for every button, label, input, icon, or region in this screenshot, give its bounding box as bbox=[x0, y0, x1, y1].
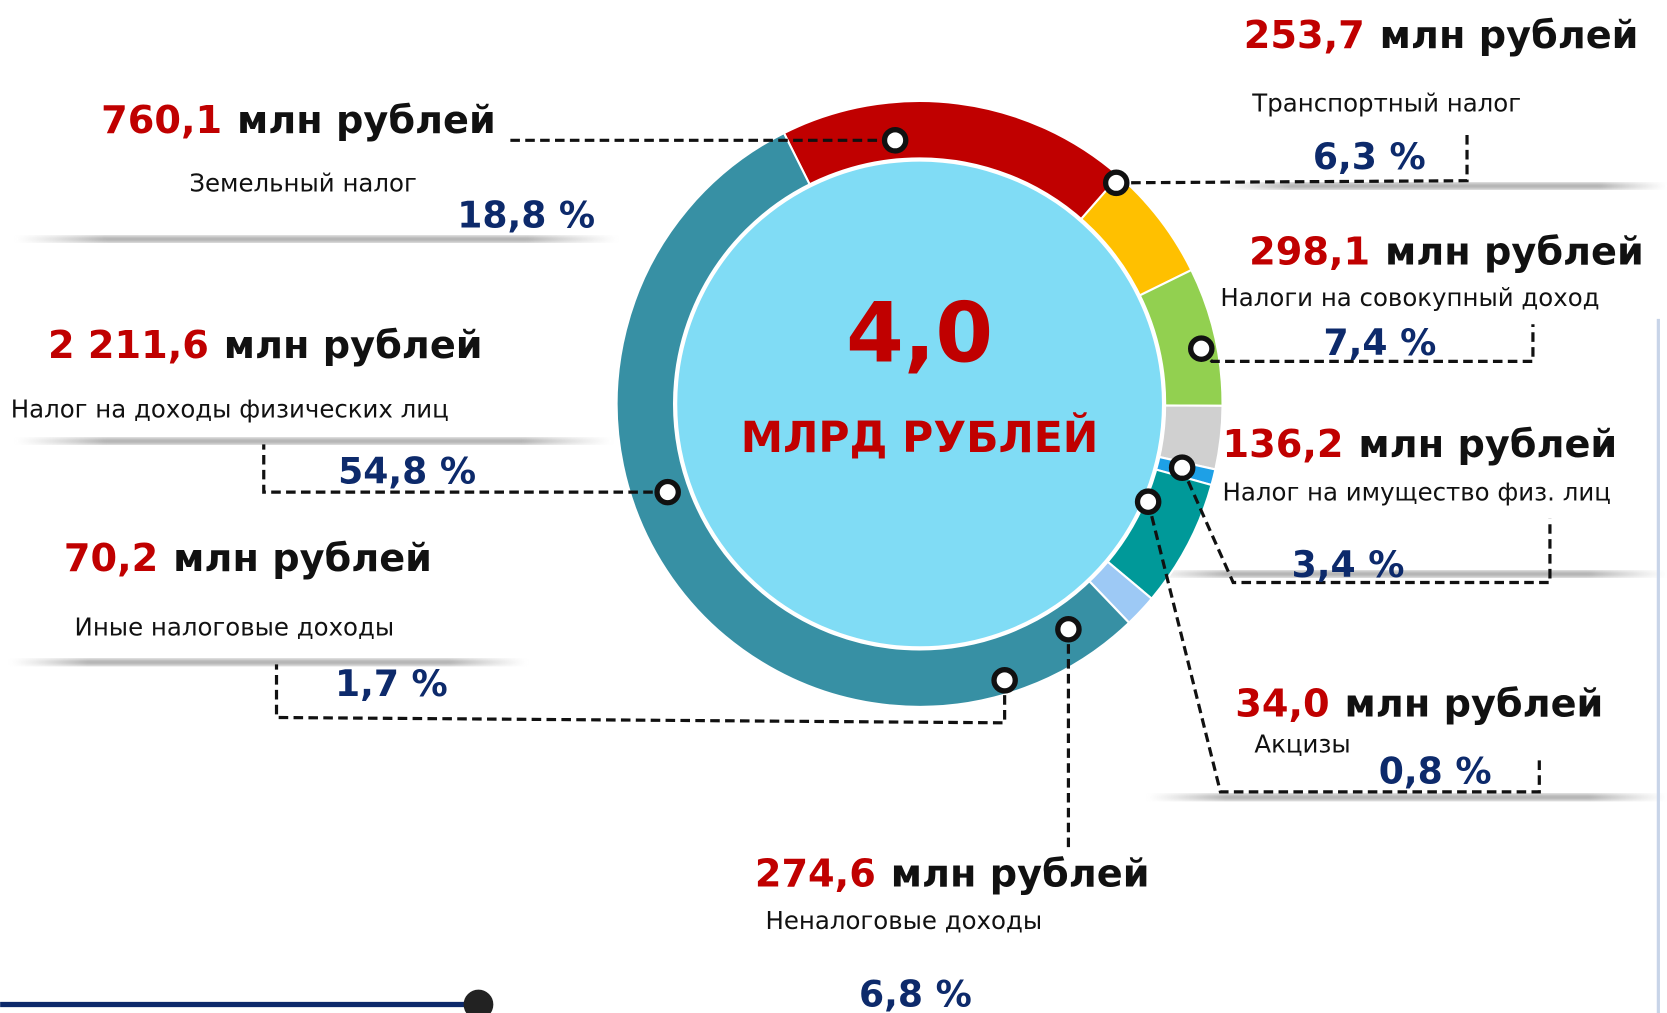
labels: 760,1 млн рублей Земельный налог 18,8 % 253,… bbox=[11, 13, 1644, 1013]
leader-dot bbox=[1168, 454, 1196, 481]
value-unit: млн рублей bbox=[1345, 681, 1604, 726]
value-unit: млн рублей bbox=[1385, 230, 1644, 275]
center-label: МЛРД РУБЛЕЙ bbox=[741, 412, 1099, 463]
category-label: Акцизы bbox=[1254, 730, 1350, 759]
value-unit: млн рублей bbox=[224, 323, 483, 368]
value-unit: млн рублей bbox=[173, 536, 432, 581]
value-label: 136,2 млн рублей bbox=[1223, 422, 1618, 467]
leader-line bbox=[1116, 132, 1469, 185]
percent-label: 18,8 % bbox=[457, 193, 595, 236]
category-label: Неналоговые доходы bbox=[765, 906, 1042, 935]
value-label: 70,2 млн рублей bbox=[64, 536, 432, 581]
value-number: 136,2 bbox=[1223, 422, 1344, 467]
shadow bbox=[1148, 570, 1667, 578]
value-label: 253,7 млн рублей bbox=[1244, 13, 1639, 58]
leader-line bbox=[1146, 501, 1541, 794]
shadow bbox=[1148, 794, 1667, 801]
value-unit: млн рублей bbox=[237, 98, 496, 143]
center-circle bbox=[672, 157, 1167, 651]
category-label: Налог на доходы физических лиц bbox=[11, 395, 449, 424]
shadow bbox=[1222, 182, 1667, 190]
value-unit: млн рублей bbox=[891, 852, 1150, 897]
shadows bbox=[0, 182, 1667, 1013]
percent-label: 7,4 % bbox=[1324, 321, 1437, 364]
percent-label: 54,8 % bbox=[338, 450, 476, 493]
category-label: Налоги на совокупный доход bbox=[1220, 283, 1599, 312]
leader-dot bbox=[654, 478, 681, 506]
percent-label: 6,8 % bbox=[859, 973, 972, 1013]
percent-label: 6,3 % bbox=[1313, 135, 1426, 178]
shadow bbox=[10, 659, 527, 666]
value-label: 34,0 млн рублей bbox=[1235, 681, 1603, 726]
value-label: 760,1 млн рублей bbox=[101, 98, 496, 143]
category-label: Транспортный налог bbox=[1251, 89, 1521, 118]
leader-dot bbox=[1134, 488, 1162, 516]
value-number: 298,1 bbox=[1249, 230, 1370, 275]
leader-dot bbox=[1055, 615, 1082, 643]
leader-dot bbox=[1187, 335, 1215, 362]
leader-dot bbox=[1102, 169, 1130, 197]
decor-dot bbox=[463, 989, 494, 1013]
leader-line bbox=[262, 444, 668, 494]
value-label: 298,1 млн рублей bbox=[1249, 230, 1644, 275]
value-number: 70,2 bbox=[64, 536, 158, 581]
value-unit: млн рублей bbox=[1380, 13, 1639, 58]
value-number: 253,7 bbox=[1244, 13, 1365, 58]
leader-line bbox=[274, 664, 1007, 725]
leader-dot bbox=[991, 667, 1018, 694]
shadow bbox=[16, 437, 612, 445]
value-label: 274,6 млн рублей bbox=[755, 852, 1150, 897]
percent-label: 1,7 % bbox=[335, 662, 448, 705]
value-label: 2 211,6 млн рублей bbox=[48, 323, 483, 368]
value-number: 34,0 bbox=[1235, 681, 1329, 726]
category-label: Земельный налог bbox=[189, 168, 416, 197]
percent-label: 3,4 % bbox=[1292, 543, 1405, 586]
value-number: 274,6 bbox=[755, 852, 876, 897]
value-unit: млн рублей bbox=[1358, 422, 1617, 467]
category-label: Налог на имущество физ. лиц bbox=[1223, 478, 1611, 507]
shadow bbox=[16, 235, 617, 243]
leader-line bbox=[1180, 467, 1552, 585]
category-label: Иные налоговые доходы bbox=[75, 613, 395, 642]
leader-dot bbox=[881, 127, 909, 154]
value-number: 2 211,6 bbox=[48, 323, 209, 368]
percent-label: 0,8 % bbox=[1379, 749, 1492, 792]
value-number: 760,1 bbox=[101, 98, 222, 143]
center-value: 4,0 bbox=[846, 284, 993, 381]
